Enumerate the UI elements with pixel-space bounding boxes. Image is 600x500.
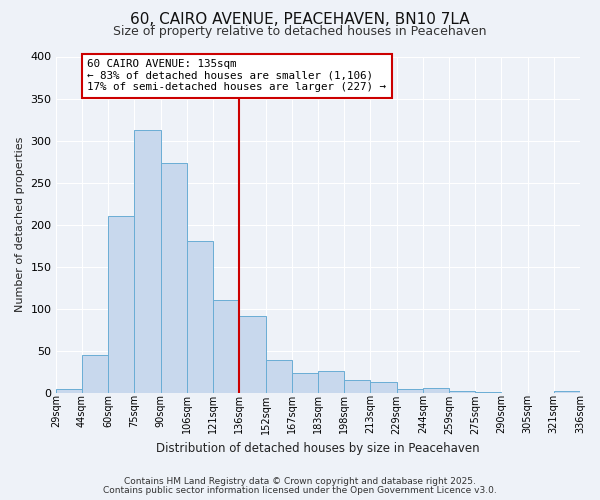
Bar (370, 382, 397, 393)
X-axis label: Distribution of detached houses by size in Peacehaven: Distribution of detached houses by size … (156, 442, 480, 455)
Bar (134, 130, 161, 393)
Text: Contains public sector information licensed under the Open Government Licence v3: Contains public sector information licen… (103, 486, 497, 495)
Bar (423, 388, 449, 393)
Bar (56, 388, 82, 393)
Bar (554, 391, 580, 393)
Bar (449, 391, 475, 393)
Bar (344, 380, 370, 393)
Bar (475, 392, 502, 393)
Bar (239, 316, 266, 393)
Text: Size of property relative to detached houses in Peacehaven: Size of property relative to detached ho… (113, 25, 487, 38)
Bar (397, 388, 423, 393)
Bar (187, 242, 213, 393)
Bar (161, 164, 187, 393)
Bar (108, 216, 134, 393)
Bar (318, 371, 344, 393)
Text: 60 CAIRO AVENUE: 135sqm
← 83% of detached houses are smaller (1,106)
17% of semi: 60 CAIRO AVENUE: 135sqm ← 83% of detache… (87, 59, 386, 92)
Bar (213, 300, 239, 393)
Bar (292, 374, 318, 393)
Bar (266, 360, 292, 393)
Bar (82, 355, 108, 393)
Text: Contains HM Land Registry data © Crown copyright and database right 2025.: Contains HM Land Registry data © Crown c… (124, 477, 476, 486)
Y-axis label: Number of detached properties: Number of detached properties (15, 137, 25, 312)
Text: 60, CAIRO AVENUE, PEACEHAVEN, BN10 7LA: 60, CAIRO AVENUE, PEACEHAVEN, BN10 7LA (130, 12, 470, 28)
